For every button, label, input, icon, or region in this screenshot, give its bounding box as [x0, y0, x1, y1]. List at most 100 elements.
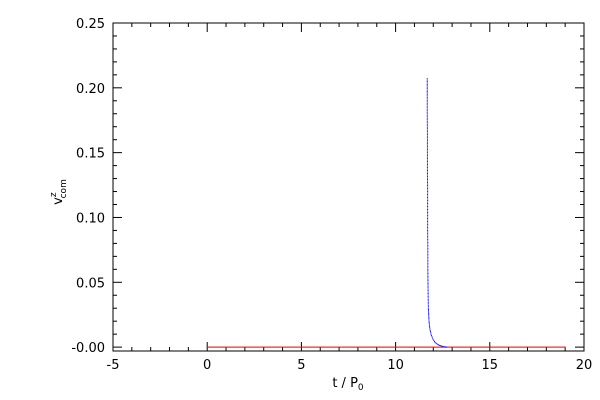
- series-red-point: [371, 346, 373, 348]
- series-blue-point: [426, 125, 428, 127]
- series-red-point: [233, 346, 235, 348]
- series-red-point: [307, 346, 309, 348]
- series-red-point: [551, 346, 553, 348]
- series-red-point: [496, 346, 498, 348]
- series-red-point: [225, 346, 227, 348]
- series-blue-point: [428, 314, 430, 316]
- series-red-point: [560, 346, 562, 348]
- series-red-point: [485, 346, 487, 348]
- series-red-point: [249, 346, 251, 348]
- series-red-point: [391, 346, 393, 348]
- series-red-point: [217, 346, 219, 348]
- x-tick-label: 0: [203, 358, 211, 373]
- series-blue-point: [427, 274, 429, 276]
- series-red-point: [425, 346, 427, 348]
- series-blue-point: [426, 141, 428, 143]
- series-red-point: [558, 346, 560, 348]
- series-blue-point: [433, 340, 435, 342]
- series-red-point: [529, 346, 531, 348]
- series-red-point: [363, 346, 365, 348]
- series-red-point: [270, 346, 272, 348]
- series-red-point: [399, 346, 401, 348]
- series-blue-point: [439, 344, 441, 346]
- series-red-point: [207, 346, 209, 348]
- series-red-point: [426, 346, 428, 348]
- series-red-point: [502, 346, 504, 348]
- series-red-point: [368, 346, 370, 348]
- series-red-point: [414, 346, 416, 348]
- series-red-point: [337, 346, 339, 348]
- series-blue-point: [427, 243, 429, 245]
- x-axis-label: t / P0: [332, 376, 364, 393]
- series-red-point: [264, 346, 266, 348]
- series-red-point: [318, 346, 320, 348]
- series-blue-point: [426, 116, 428, 118]
- x-axis-label-subscript: 0: [358, 383, 364, 393]
- series-blue-point: [426, 161, 428, 163]
- series-red-point: [386, 346, 388, 348]
- series-red-point: [400, 346, 402, 348]
- series-blue-point: [427, 214, 429, 216]
- y-axis-label-main: v: [51, 197, 66, 205]
- series-blue-point: [427, 264, 429, 266]
- series-red-point: [349, 346, 351, 348]
- series-red-point: [539, 346, 541, 348]
- series-blue-point: [427, 192, 429, 194]
- series-red-point: [486, 346, 488, 348]
- series-red-point: [437, 346, 439, 348]
- series-red-point: [236, 346, 238, 348]
- series-red-point: [218, 346, 220, 348]
- series-red-point: [431, 346, 433, 348]
- series-red-point: [461, 346, 463, 348]
- series-red-point: [397, 346, 399, 348]
- series-blue-point: [426, 156, 428, 158]
- series-red-point: [436, 346, 438, 348]
- series-red-point: [227, 346, 229, 348]
- series-red-point: [365, 346, 367, 348]
- series-red-point: [288, 346, 290, 348]
- series-blue-point: [427, 293, 429, 295]
- series-red-point: [285, 346, 287, 348]
- series-red-point: [412, 346, 414, 348]
- series-red-point: [261, 346, 263, 348]
- series-red-point: [555, 346, 557, 348]
- series-red-point: [401, 346, 403, 348]
- series-red-point: [362, 346, 364, 348]
- series-red-point: [404, 346, 406, 348]
- series-red-point: [432, 346, 434, 348]
- series-red-point: [358, 346, 360, 348]
- series-red-point: [273, 346, 275, 348]
- series-blue-point: [427, 267, 429, 269]
- series-red-point: [532, 346, 534, 348]
- series-blue-point: [427, 186, 429, 188]
- series-blue-point: [426, 92, 428, 94]
- series-blue-point: [426, 168, 428, 170]
- series-red-point: [450, 346, 452, 348]
- series-red-point: [351, 346, 353, 348]
- series-blue-point: [427, 234, 429, 236]
- series-red-point: [230, 346, 232, 348]
- series-red-point: [327, 346, 329, 348]
- series-red-point: [394, 346, 396, 348]
- series-red-point: [221, 346, 223, 348]
- series-red-point: [314, 346, 316, 348]
- series-red-point: [528, 346, 530, 348]
- series-red-point: [376, 346, 378, 348]
- series-red-point: [471, 346, 473, 348]
- series-blue-point: [426, 117, 428, 119]
- series-red-point: [554, 346, 556, 348]
- series-red-point: [564, 346, 566, 348]
- series-red-point: [242, 346, 244, 348]
- series-red-point: [536, 346, 538, 348]
- series-red-point: [404, 346, 406, 348]
- series-red-point: [464, 346, 466, 348]
- series-red-point: [383, 346, 385, 348]
- series-red-point: [500, 346, 502, 348]
- series-blue-point: [427, 247, 429, 249]
- series-red-point: [260, 346, 262, 348]
- series-red-point: [317, 346, 319, 348]
- series-red-point: [480, 346, 482, 348]
- series-red-point: [366, 346, 368, 348]
- series-red-point: [301, 346, 303, 348]
- series-red-point: [360, 346, 362, 348]
